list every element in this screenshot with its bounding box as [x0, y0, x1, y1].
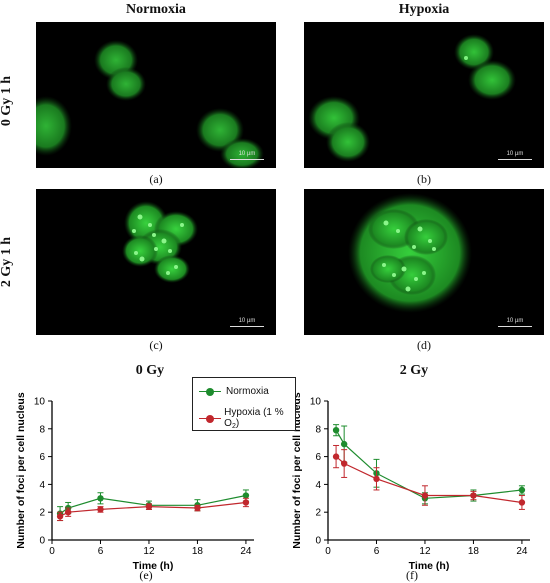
- data-point-hypoxia: [97, 506, 104, 513]
- scale-bar: 10 µm: [230, 151, 264, 160]
- legend-marker-hypoxia: [199, 414, 221, 424]
- data-point-normoxia: [332, 426, 340, 434]
- x-tick-label: 6: [98, 546, 104, 557]
- series-line-hypoxia: [335, 456, 522, 504]
- y-tick-label: 8: [39, 424, 45, 435]
- y-tick-label: 10: [310, 397, 322, 408]
- data-point-hypoxia: [242, 499, 250, 506]
- row-title-2gy: 2 Gy 1 h: [0, 236, 14, 288]
- column-title-hypoxia: Hypoxia: [398, 2, 450, 17]
- x-axis-label: Time (h): [133, 560, 174, 572]
- y-tick-label: 0: [39, 536, 45, 547]
- panel-label-b: (b): [417, 172, 431, 186]
- x-tick-label: 18: [192, 546, 204, 557]
- scale-bar: 10 µm: [498, 151, 532, 160]
- y-tick-label: 6: [39, 452, 45, 463]
- x-tick-label: 24: [516, 546, 528, 557]
- x-axis-label: Time (h): [409, 560, 450, 572]
- legend-marker-normoxia: [199, 387, 221, 397]
- panel-label-f: (f): [406, 568, 418, 582]
- series-line-normoxia: [335, 429, 522, 499]
- column-title-normoxia: Normoxia: [126, 2, 186, 17]
- scale-bar: 10 µm: [230, 318, 264, 327]
- x-tick-label: 0: [49, 546, 55, 557]
- y-axis-label: Number of foci per cell nucleus: [15, 392, 27, 549]
- data-point-hypoxia: [56, 513, 64, 520]
- data-point-hypoxia: [145, 503, 153, 510]
- data-point-hypoxia: [518, 499, 526, 506]
- x-tick-label: 12: [143, 546, 155, 557]
- panel-label-d: (d): [417, 338, 431, 352]
- data-point-hypoxia: [470, 492, 477, 499]
- micrograph-c: 10 µm: [36, 189, 276, 335]
- data-point-normoxia: [97, 495, 104, 502]
- y-tick-label: 2: [39, 508, 45, 519]
- legend-label-normoxia: Normoxia: [226, 386, 269, 397]
- y-tick-label: 8: [315, 424, 321, 435]
- legend-label-hypoxia: Hypoxia (1 % O2): [224, 407, 284, 430]
- panel-label-e: (e): [139, 568, 153, 582]
- micrograph-a: 10 µm: [36, 22, 276, 168]
- legend: Normoxia Hypoxia (1 % O2): [192, 377, 296, 431]
- legend-item-normoxia: Normoxia: [199, 386, 269, 397]
- x-tick-label: 0: [325, 546, 331, 557]
- series-line-hypoxia: [59, 501, 246, 517]
- data-point-hypoxia: [340, 460, 348, 467]
- data-point-hypoxia: [194, 504, 201, 512]
- x-tick-label: 12: [419, 546, 431, 557]
- micrograph-b: 10 µm: [304, 22, 544, 168]
- panel-label-a: (a): [149, 172, 163, 186]
- micrograph-d: 10 µm: [304, 189, 544, 335]
- data-point-hypoxia: [421, 492, 429, 499]
- y-tick-label: 10: [34, 397, 46, 408]
- legend-item-hypoxia: Hypoxia (1 % O2): [199, 407, 295, 430]
- y-tick-label: 2: [315, 508, 321, 519]
- chart-title-2gy: 2 Gy: [399, 363, 429, 378]
- y-tick-label: 6: [315, 452, 321, 463]
- data-point-hypoxia: [373, 475, 380, 483]
- row-title-0gy: 0 Gy 1 h: [0, 75, 14, 127]
- data-point-normoxia: [242, 492, 250, 499]
- chart-title-0gy: 0 Gy: [135, 363, 165, 378]
- scale-bar: 10 µm: [498, 318, 532, 327]
- panel-label-c: (c): [149, 338, 163, 352]
- y-axis-label: Number of foci per cell nucleus: [291, 392, 303, 549]
- x-tick-label: 6: [374, 546, 380, 557]
- data-point-hypoxia: [332, 453, 340, 460]
- data-point-normoxia: [340, 440, 348, 448]
- x-tick-label: 18: [468, 546, 480, 557]
- y-tick-label: 4: [315, 480, 321, 491]
- chart-0gy: 0 2 4 6 8 10 0 6 12 18 24 Time (h) Number of foci pe…: [0, 385, 270, 572]
- x-tick-label: 24: [240, 546, 252, 557]
- data-point-normoxia: [518, 486, 526, 494]
- data-point-hypoxia: [64, 509, 72, 516]
- y-tick-label: 4: [39, 480, 45, 491]
- chart-2gy: 0 2 4 6 8 10 0 6 12 18 24 Time (h) Number of foci pe…: [272, 385, 550, 572]
- y-tick-label: 0: [315, 536, 321, 547]
